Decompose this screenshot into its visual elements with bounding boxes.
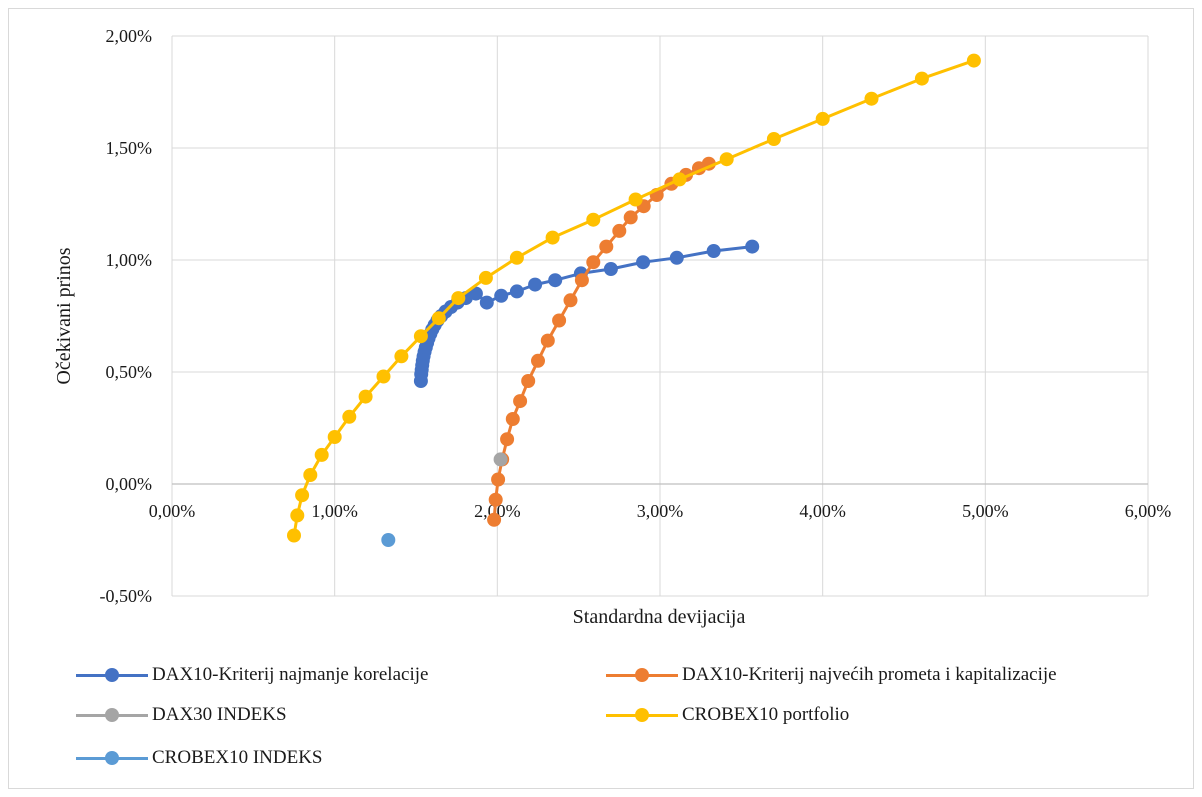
data-point [599,239,614,254]
data-point [815,111,830,126]
y-tick-label: 0,00% [106,474,153,494]
data-point [509,250,524,265]
data-point [545,230,560,245]
y-tick-label: 1,00% [106,250,153,270]
y-axis-title: Očekivani prinos [53,247,75,384]
series-1 [487,156,716,527]
x-tick-label: 4,00% [799,501,846,521]
data-point [623,210,638,225]
x-tick-label: 6,00% [1125,501,1172,521]
y-tick-label: 2,00% [106,26,153,46]
data-point [413,329,428,344]
data-point [586,255,601,270]
data-point [513,394,528,409]
x-tick-label: 5,00% [962,501,1009,521]
data-point [493,452,508,467]
data-point [342,409,357,424]
x-axis-title: Standardna devijacija [573,606,746,628]
data-point [479,295,494,310]
data-point [327,430,342,444]
data-point [287,528,301,543]
x-tick-label: 1,00% [311,501,358,521]
data-point [540,333,555,348]
data-point [500,432,515,447]
data-point [451,291,466,306]
data-point [586,212,601,227]
series-4 [381,533,396,547]
data-point [376,369,391,384]
data-point [468,286,483,301]
data-point [552,313,567,328]
data-point [290,508,305,523]
data-point [488,492,503,507]
x-tick-label: 2,00% [474,501,521,521]
data-point [295,488,310,503]
data-point [303,468,318,482]
data-point [966,53,981,68]
data-point [603,262,618,276]
series-line [292,59,975,536]
data-point [612,223,627,238]
data-point [745,239,760,254]
data-point [636,255,651,270]
data-point [509,284,524,299]
data-point [381,533,396,547]
data-point [528,277,543,292]
tick-labels: -0,50% 0,00% 0,50% 1,00% 1,50% 2,00% 0,00% 1,00… [100,26,1172,606]
data-point [358,389,373,404]
series-2 [493,452,508,467]
data-point [531,353,545,368]
y-tick-label: -0,50% [100,586,153,606]
data-point [431,311,446,326]
series-layer [287,53,981,547]
data-point [766,132,781,146]
data-point [494,288,509,303]
data-point [628,192,643,207]
data-point [394,349,409,364]
data-point [719,152,734,167]
chart-frame [8,8,1194,789]
data-point [574,273,589,288]
y-tick-label: 0,50% [106,362,153,382]
data-point [672,172,687,187]
x-tick-label: 3,00% [637,501,684,521]
data-point [669,250,684,265]
data-point [491,472,506,487]
data-point [314,447,329,462]
x-tick-label: 0,00% [149,501,196,521]
data-point [478,270,493,285]
data-point [487,512,502,527]
data-point [706,244,721,258]
y-tick-label: 1,50% [106,138,153,158]
data-point [563,293,578,308]
series-line [419,245,753,382]
data-point [521,374,536,388]
data-point [548,273,563,288]
data-point [864,91,879,106]
series-3 [287,53,981,543]
data-point [914,71,929,86]
data-point [505,412,520,426]
